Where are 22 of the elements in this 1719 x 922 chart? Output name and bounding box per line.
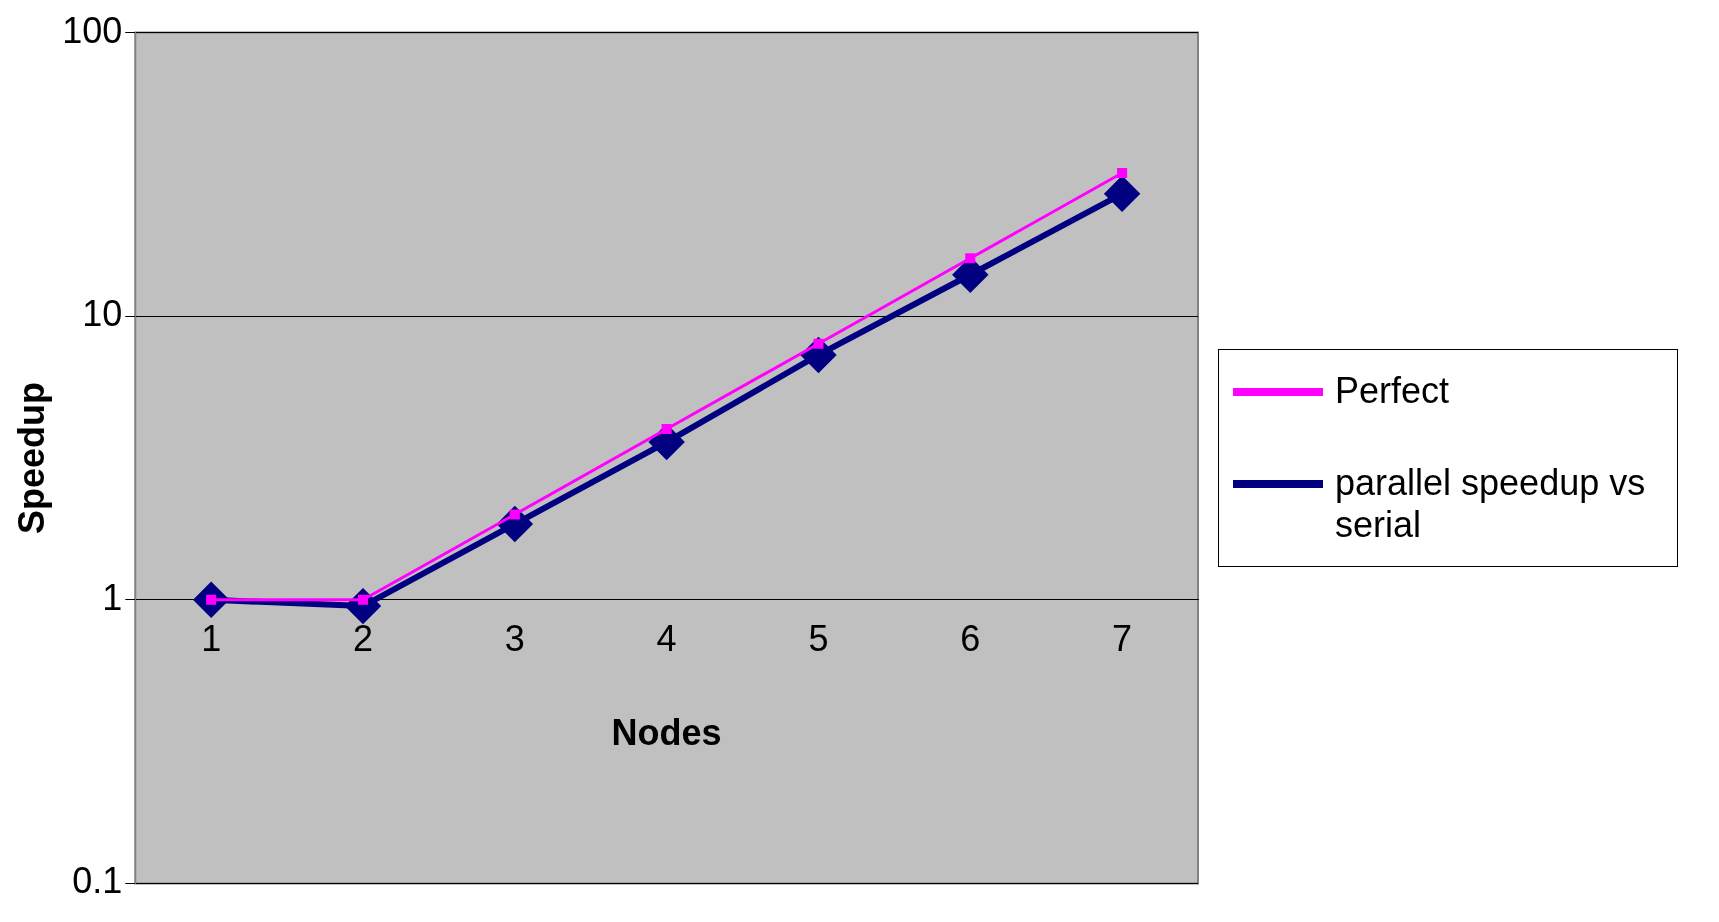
x-tick-label: 2: [352, 618, 374, 660]
x-tick-label: 3: [504, 618, 525, 660]
x-tick-label: 7: [1112, 618, 1133, 660]
x-tick-label: 1: [201, 618, 222, 660]
y-tick-label: 0.1: [72, 860, 123, 902]
y-tick-label: 1: [102, 576, 123, 618]
x-tick-label: 4: [656, 618, 677, 660]
legend-label: Perfect: [1335, 370, 1450, 412]
point: [1117, 167, 1128, 178]
point: [813, 338, 824, 349]
point: [965, 253, 976, 264]
x-axis-title: Nodes: [611, 711, 722, 753]
point: [357, 594, 369, 605]
point: [1105, 176, 1140, 211]
legend-label: parallel speedup vs serial: [1335, 462, 1647, 546]
x-tick-label: 5: [808, 618, 829, 660]
y-tick-label: 10: [82, 293, 123, 335]
x-tick-label: 6: [960, 618, 981, 660]
point: [509, 509, 520, 520]
point: [661, 424, 672, 435]
y-axis-title: Speedup: [10, 381, 52, 535]
y-tick-label: 100: [62, 9, 123, 51]
